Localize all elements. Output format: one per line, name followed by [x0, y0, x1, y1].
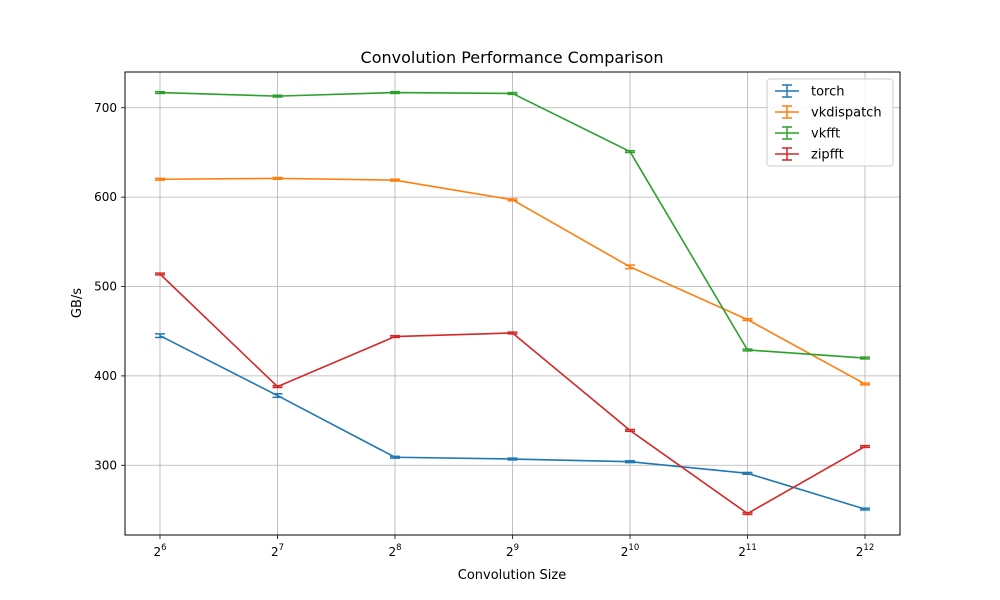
y-tick-label: 400 — [94, 369, 117, 383]
legend-label: torch — [811, 85, 845, 100]
chart-title: Convolution Performance Comparison — [361, 48, 664, 67]
grid-lines — [125, 72, 900, 535]
y-tick-label: 300 — [94, 458, 117, 472]
legend-item-vkdispatch: vkdispatch — [775, 105, 882, 121]
series-vkdispatch — [155, 176, 870, 386]
legend-label: vkdispatch — [811, 106, 882, 121]
series-torch — [155, 333, 870, 511]
y-tick-label: 700 — [94, 101, 117, 115]
x-tick-label: 28 — [388, 543, 401, 559]
y-axis-label: GB/s — [70, 288, 85, 318]
x-tick-label: 27 — [271, 543, 284, 559]
series-group — [155, 90, 870, 516]
x-tick-label: 26 — [153, 543, 166, 559]
x-ticks: 26 27 28 29 210 211 212 — [153, 535, 874, 559]
x-tick-label: 210 — [621, 543, 639, 559]
legend-label: zipfft — [811, 148, 844, 163]
legend-item-torch: torch — [775, 84, 845, 100]
legend-item-zipfft: zipfft — [775, 147, 844, 163]
legend-box — [766, 78, 894, 167]
series-zipfft — [155, 272, 870, 516]
x-tick-label: 29 — [506, 543, 519, 559]
y-tick-label: 600 — [94, 190, 117, 204]
x-tick-label: 211 — [738, 543, 756, 559]
legend: torch vkdispatch vkfft zipfft — [766, 78, 894, 167]
series-vkfft — [155, 90, 870, 360]
y-ticks: 300 400 500 600 700 — [94, 101, 125, 472]
x-axis-label: Convolution Size — [458, 568, 567, 583]
y-tick-label: 500 — [94, 280, 117, 294]
x-tick-label: 212 — [856, 543, 874, 559]
legend-item-vkfft: vkfft — [775, 126, 840, 142]
legend-label: vkfft — [811, 127, 840, 142]
